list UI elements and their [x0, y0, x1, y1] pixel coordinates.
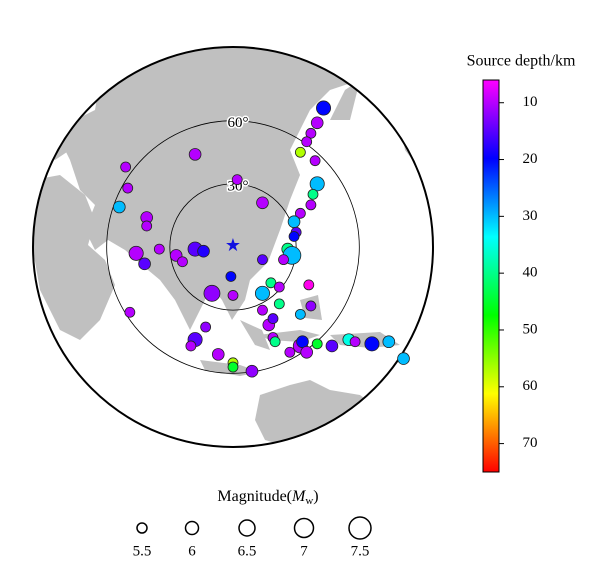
size-legend-label: 6.5: [238, 543, 257, 559]
event: [267, 313, 279, 324]
event: [120, 161, 132, 173]
event: [231, 174, 243, 186]
colorbar-tick-label: 50: [523, 321, 538, 337]
event: [311, 338, 323, 350]
event: [310, 116, 324, 130]
size-legend-symbol: M: [291, 488, 307, 505]
event: [294, 146, 306, 158]
event: [273, 298, 285, 310]
event: [128, 245, 144, 261]
event: [177, 256, 188, 268]
epicenter-star: ★: [225, 235, 241, 255]
range-ring: [169, 183, 297, 311]
event: [382, 335, 396, 349]
colorbar-tick-label: 20: [523, 151, 538, 167]
event: [325, 339, 339, 353]
event: [113, 200, 126, 214]
size-legend-prefix: Magnitude(: [217, 488, 292, 505]
event: [225, 271, 237, 282]
size-legend-circle: [136, 522, 148, 534]
event: [185, 340, 197, 352]
event: [294, 308, 306, 320]
event: [197, 244, 210, 258]
event: [203, 284, 221, 302]
event: [254, 285, 270, 301]
size-legend-suffix: ): [313, 488, 318, 505]
colorbar: [482, 79, 500, 473]
size-legend-label: 5.5: [133, 543, 152, 559]
event: [122, 182, 134, 194]
event: [200, 321, 212, 333]
event: [305, 300, 317, 312]
event: [211, 348, 225, 361]
event: [294, 207, 306, 219]
event: [305, 199, 317, 211]
event: [307, 188, 319, 200]
event: [256, 196, 269, 210]
event: [296, 335, 309, 349]
size-legend-circle: [184, 520, 200, 536]
size-legend-label: 7: [300, 543, 308, 559]
event: [284, 346, 296, 358]
event: [397, 352, 410, 365]
event: [138, 257, 151, 271]
event: [309, 176, 325, 192]
range-ring: [106, 120, 360, 374]
event: [141, 220, 153, 232]
size-legend-circle: [238, 519, 256, 537]
event: [273, 281, 285, 293]
event: [227, 361, 239, 373]
event: [349, 336, 361, 348]
event: [153, 243, 165, 255]
size-legend-circle: [293, 517, 315, 539]
size-legend-circle: [348, 516, 372, 540]
event: [288, 231, 300, 242]
size-legend-label: 7.5: [351, 543, 370, 559]
event: [124, 306, 136, 318]
colorbar-tick-label: 10: [523, 94, 538, 110]
event: [316, 100, 332, 116]
event: [278, 254, 289, 266]
event: [188, 148, 202, 161]
event: [265, 277, 277, 289]
colorbar-title: Source depth/km: [467, 53, 576, 70]
event: [300, 345, 313, 359]
event: [309, 155, 321, 167]
event: [227, 290, 239, 301]
colorbar-tick-label: 40: [523, 265, 538, 281]
event: [269, 336, 281, 348]
size-legend-title: Magnitude(Mw): [217, 488, 318, 507]
map-border: [32, 46, 434, 448]
colorbar-tick-label: 70: [523, 435, 538, 451]
colorbar-tick-label: 60: [523, 378, 538, 394]
event: [257, 304, 268, 316]
range-ring-label: 60°: [228, 115, 249, 131]
event: [305, 127, 317, 139]
colorbar-tick-label: 30: [523, 208, 538, 224]
event: [245, 364, 259, 378]
event: [287, 215, 301, 229]
size-legend-subscript: w: [305, 495, 313, 507]
event: [301, 136, 313, 148]
size-legend-label: 6: [188, 543, 196, 559]
event: [257, 254, 268, 266]
event: [364, 336, 380, 352]
event: [303, 279, 315, 291]
